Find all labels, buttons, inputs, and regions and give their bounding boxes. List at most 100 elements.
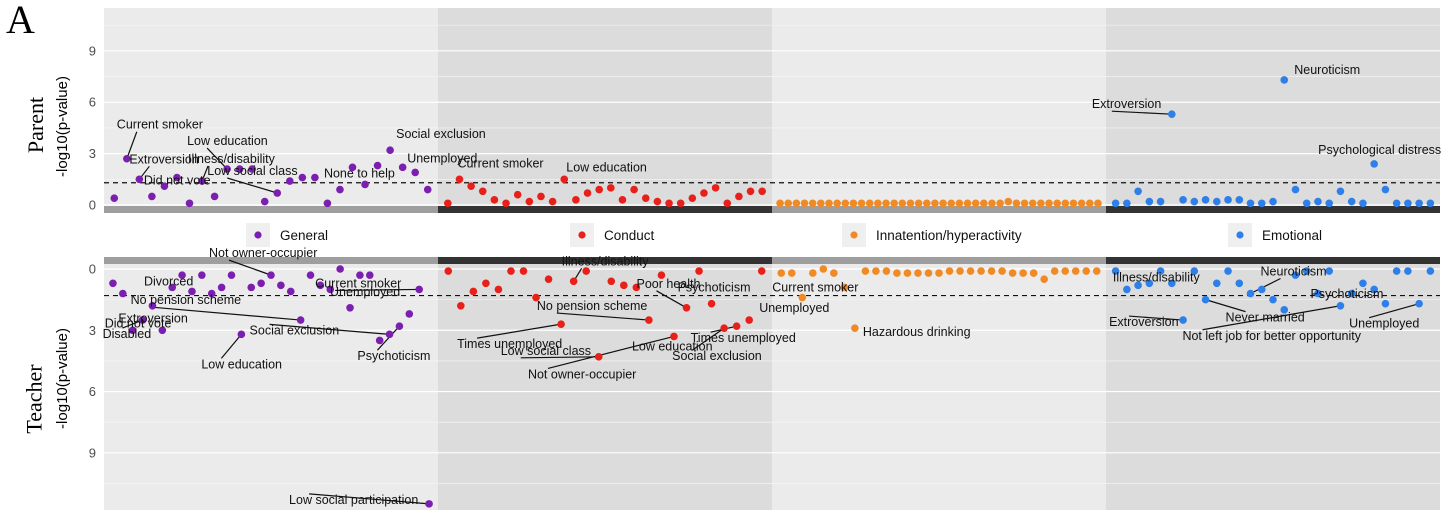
teacher-point-emotional — [1246, 289, 1255, 298]
parent-point-innatention-hyperactivity — [980, 199, 988, 208]
parent-point-conduct — [548, 197, 557, 206]
parent-point-emotional — [1190, 197, 1199, 206]
parent-point-innatention-hyperactivity — [849, 199, 858, 208]
teacher-section-bg — [772, 257, 1106, 510]
parent-point-innatention-hyperactivity — [1004, 197, 1013, 206]
teacher-point-innatention-hyperactivity — [998, 267, 1006, 275]
panel-letter: A — [6, 0, 35, 42]
teacher-point-innatention-hyperactivity — [1061, 267, 1069, 275]
teacher-point-general — [425, 500, 433, 508]
parent-annotation-label: Extroversion — [1092, 97, 1162, 111]
parent-point-innatention-hyperactivity — [1077, 199, 1086, 208]
legend-swatch — [254, 231, 262, 239]
teacher-point-conduct — [557, 320, 565, 328]
teacher-point-emotional — [1168, 279, 1176, 288]
teacher-point-general — [178, 271, 186, 279]
parent-annotation-label: Low social class — [207, 164, 297, 178]
teacher-point-emotional — [1415, 299, 1423, 308]
teacher-point-innatention-hyperactivity — [1008, 269, 1017, 277]
parent-point-innatention-hyperactivity — [792, 199, 801, 208]
teacher-annotation-label: Current smoker — [772, 281, 858, 295]
teacher-point-general — [128, 326, 137, 335]
legend: General Conduct Innatention/hyperactivity E… — [246, 223, 1322, 247]
parent-point-general — [110, 194, 119, 202]
parent-point-innatention-hyperactivity — [825, 199, 833, 208]
parent-point-emotional — [1111, 199, 1120, 208]
teacher-point-conduct — [757, 267, 766, 275]
teacher-point-conduct — [469, 287, 478, 296]
parent-point-emotional — [1280, 76, 1289, 84]
parent-point-general — [286, 177, 294, 185]
teacher-point-innatention-hyperactivity — [872, 267, 880, 275]
parent-point-innatention-hyperactivity — [1085, 199, 1094, 208]
significance-thresholds — [104, 182, 1440, 297]
teacher-point-emotional — [1134, 281, 1142, 290]
teacher-point-emotional — [1302, 267, 1311, 275]
parent-point-emotional — [1392, 199, 1401, 208]
y-tick-labels: 0 3 6 9 0 3 6 9 — [89, 43, 96, 460]
parent-point-emotional — [1370, 160, 1378, 168]
teacher-point-general — [207, 289, 216, 298]
teacher-point-innatention-hyperactivity — [966, 267, 975, 275]
parent-point-innatention-hyperactivity — [955, 199, 964, 208]
parent-group-bar — [772, 206, 1106, 213]
parent-point-emotional — [1123, 199, 1131, 208]
parent-point-conduct — [572, 196, 580, 204]
teacher-point-conduct — [607, 277, 616, 286]
teacher-annotation-leader — [1250, 277, 1281, 295]
plot-backgrounds — [104, 8, 1440, 510]
teacher-point-general — [188, 287, 196, 296]
teacher-point-emotional — [1224, 267, 1232, 275]
parent-point-conduct — [607, 184, 615, 192]
teacher-point-general — [405, 310, 414, 318]
parent-point-general — [123, 154, 131, 163]
teacher-point-general — [356, 271, 364, 279]
teacher-point-conduct — [482, 279, 490, 288]
teacher-point-general — [119, 289, 127, 298]
parent-point-emotional — [1246, 199, 1255, 208]
teacher-annotation-leader — [228, 259, 272, 276]
parent-point-conduct — [711, 184, 720, 192]
teacher-group-bar — [1106, 257, 1440, 264]
parent-y-tick: 6 — [89, 95, 96, 110]
parent-point-innatention-hyperactivity — [817, 199, 825, 208]
parent-point-emotional — [1291, 185, 1300, 194]
teacher-annotation-leader — [150, 306, 301, 321]
teacher-point-emotional — [1179, 316, 1187, 324]
parent-point-conduct — [583, 189, 592, 197]
teacher-group-bar — [438, 257, 772, 264]
teacher-point-emotional — [1359, 279, 1367, 288]
teacher-point-conduct — [720, 324, 728, 333]
parent-point-emotional — [1415, 199, 1423, 208]
teacher-annotation-leader — [691, 327, 725, 351]
parent-point-innatention-hyperactivity — [874, 199, 882, 208]
data-points — [109, 76, 1435, 508]
teacher-annotation-leader — [1205, 299, 1246, 313]
teacher-annotation-label: Not owner-occupier — [528, 367, 636, 381]
parent-point-innatention-hyperactivity — [890, 199, 898, 208]
parent-section-bg — [104, 8, 438, 213]
teacher-point-conduct — [620, 281, 628, 290]
parent-group-bar — [104, 206, 438, 213]
teacher-point-general — [158, 326, 167, 335]
teacher-point-innatention-hyperactivity — [777, 269, 786, 277]
teacher-point-emotional — [1111, 267, 1120, 275]
parent-annotation-label: Neuroticism — [1294, 63, 1360, 77]
parent-point-emotional — [1359, 199, 1367, 208]
parent-point-general — [235, 165, 244, 173]
teacher-y-tick: 6 — [89, 384, 96, 399]
teacher-annotation-leader — [477, 323, 562, 339]
parent-point-conduct — [735, 192, 743, 201]
parent-annotation-label: Psychological distress — [1318, 143, 1441, 157]
teacher-y-tick: 9 — [89, 445, 96, 460]
parent-point-innatention-hyperactivity — [922, 199, 931, 208]
teacher-point-general — [306, 271, 315, 279]
teacher-point-conduct — [582, 267, 590, 275]
parent-point-general — [173, 173, 181, 182]
parent-point-general — [386, 146, 394, 154]
parent-point-innatention-hyperactivity — [808, 199, 817, 208]
parent-point-innatention-hyperactivity — [882, 199, 890, 208]
parent-point-innatention-hyperactivity — [914, 199, 923, 208]
teacher-point-emotional — [1190, 267, 1199, 275]
